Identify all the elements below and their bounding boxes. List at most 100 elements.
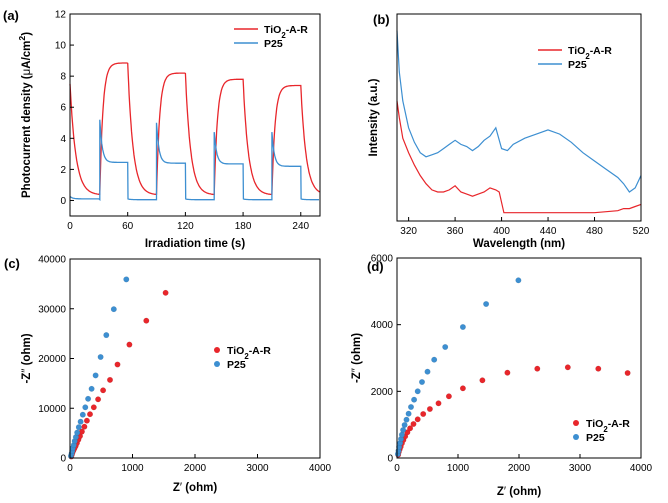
plot-frame xyxy=(69,258,321,459)
series-line-TiO2-A-R xyxy=(69,62,320,196)
data-point-P25 xyxy=(459,324,466,331)
data-point-P25 xyxy=(515,277,522,284)
data-point-P25 xyxy=(110,306,117,313)
legend-label-part: -A-R xyxy=(590,45,613,57)
data-point-TiO2-A-R xyxy=(100,387,107,394)
legend-label-part: TiO xyxy=(568,45,585,57)
y-axis-label: -Z″ (ohm) xyxy=(351,333,363,383)
data-point-P25 xyxy=(74,429,81,436)
legend-label: TiO2-A-R xyxy=(264,24,308,40)
legend-label: TiO2-A-R xyxy=(568,45,612,61)
data-point-TiO2-A-R xyxy=(126,341,133,348)
data-point-P25 xyxy=(88,385,95,392)
x-axis-label: Z′ (ohm) xyxy=(173,482,217,494)
chart-panel-d: 0 1000 2000 3000 4000 0 2000 4000 6000(d) Z′ (ohm… xyxy=(351,254,653,499)
y-tick-label: 30000 xyxy=(38,304,66,315)
legend-label-part: -A-R xyxy=(608,418,631,430)
legend-label: TiO2-A-R xyxy=(227,345,271,361)
y-tick-label: 0 xyxy=(60,454,66,465)
legend-label-part: 2 xyxy=(281,31,286,40)
legend-label-part: TiO xyxy=(227,345,244,357)
x-axis-label-part: (ohm) xyxy=(182,482,217,494)
x-axis-label: Wavelength (nm) xyxy=(473,238,565,250)
panel-label: (a) xyxy=(3,8,19,23)
chart-panel-c: 0 1000 2000 3000 4000010000200003000040000(c… xyxy=(4,255,332,495)
data-point-P25 xyxy=(400,427,407,434)
panel-label: (b) xyxy=(373,12,390,27)
data-point-P25 xyxy=(414,388,421,395)
y-axis-label-part: -Z xyxy=(21,373,33,384)
data-point-P25 xyxy=(85,395,92,402)
x-tick-label: 2000 xyxy=(184,463,207,474)
x-tick-label: 1000 xyxy=(121,463,144,474)
data-point-TiO2-A-R xyxy=(445,393,452,400)
series-line-P25 xyxy=(69,119,319,202)
y-axis-label: Intensity (a.u.) xyxy=(368,78,380,156)
data-point-TiO2-A-R xyxy=(459,385,466,392)
legend-label: TiO2-A-R xyxy=(586,418,630,434)
x-tick-label: 1000 xyxy=(447,463,470,474)
legend-label: P25 xyxy=(227,359,246,371)
y-axis-label-part: (ohm) xyxy=(351,333,363,368)
x-tick-label: 240 xyxy=(292,221,309,232)
x-tick-label: 3000 xyxy=(569,463,592,474)
legend-marker xyxy=(214,361,220,367)
x-tick-label: 4000 xyxy=(630,463,653,474)
y-tick-label: 20000 xyxy=(38,354,66,365)
data-point-TiO2-A-R xyxy=(143,317,150,324)
y-tick-label: 10000 xyxy=(38,404,66,415)
y-tick-label: 0 xyxy=(387,454,393,465)
data-point-TiO2-A-R xyxy=(595,365,602,372)
data-point-TiO2-A-R xyxy=(414,416,421,423)
data-point-TiO2-A-R xyxy=(162,289,169,296)
legend-label-part: TiO xyxy=(586,418,603,430)
data-point-P25 xyxy=(92,372,99,379)
x-tick-label: 2000 xyxy=(508,463,531,474)
y-axis-label-part: -Z xyxy=(351,372,363,383)
data-point-P25 xyxy=(419,379,426,386)
data-point-P25 xyxy=(123,276,130,283)
x-tick-label: 60 xyxy=(122,221,134,232)
y-axis-label-part: 2 xyxy=(17,36,27,41)
data-point-TiO2-A-R xyxy=(504,369,511,376)
x-tick-label: 480 xyxy=(586,226,603,237)
data-point-P25 xyxy=(411,396,418,403)
y-tick-label: 40000 xyxy=(38,255,66,266)
panel-label: (c) xyxy=(4,256,20,271)
y-axis-label-part: Photocurrent density ( xyxy=(21,75,33,198)
x-tick-label: 3000 xyxy=(246,463,269,474)
data-point-P25 xyxy=(401,422,408,429)
x-tick-label: 360 xyxy=(447,226,464,237)
x-tick-label: 4000 xyxy=(309,463,332,474)
x-tick-label: 180 xyxy=(235,221,252,232)
x-axis-label: Irradiation time (s) xyxy=(145,238,245,250)
data-point-P25 xyxy=(408,404,415,411)
y-axis-label: -Z″ (ohm) xyxy=(21,333,33,383)
legend-label-part: P25 xyxy=(586,432,605,444)
y-tick-label: 10 xyxy=(55,41,67,52)
legend-marker xyxy=(214,347,220,353)
x-tick-label: 520 xyxy=(633,226,650,237)
y-tick-label: 6 xyxy=(60,103,66,114)
data-point-TiO2-A-R xyxy=(534,365,541,372)
data-point-P25 xyxy=(403,416,410,423)
data-point-TiO2-A-R xyxy=(435,400,442,407)
data-point-P25 xyxy=(483,301,490,308)
x-axis-label: Z′ (ohm) xyxy=(497,486,541,498)
data-point-P25 xyxy=(75,424,82,431)
x-axis-label-part: ′ xyxy=(504,486,506,498)
data-point-TiO2-A-R xyxy=(81,423,88,430)
plot-frame xyxy=(396,13,642,222)
data-point-P25 xyxy=(424,368,431,375)
legend-label-part: 2 xyxy=(244,352,249,361)
chart-panel-b: 320 360 400 440 480 520 (b) Wavelength (nm) Inte… xyxy=(368,12,650,250)
y-axis-label-part: ) xyxy=(21,32,33,36)
chart-panel-a: 0 60 120 180 240 0 2 4 6 8 10 12 (a) Irradiation time… xyxy=(3,8,321,250)
x-tick-label: 440 xyxy=(540,226,557,237)
x-tick-label: 0 xyxy=(394,463,400,474)
data-point-TiO2-A-R xyxy=(479,377,486,384)
y-tick-label: 12 xyxy=(55,10,67,21)
legend-label-part: -A-R xyxy=(249,345,272,357)
data-point-TiO2-A-R xyxy=(95,396,102,403)
